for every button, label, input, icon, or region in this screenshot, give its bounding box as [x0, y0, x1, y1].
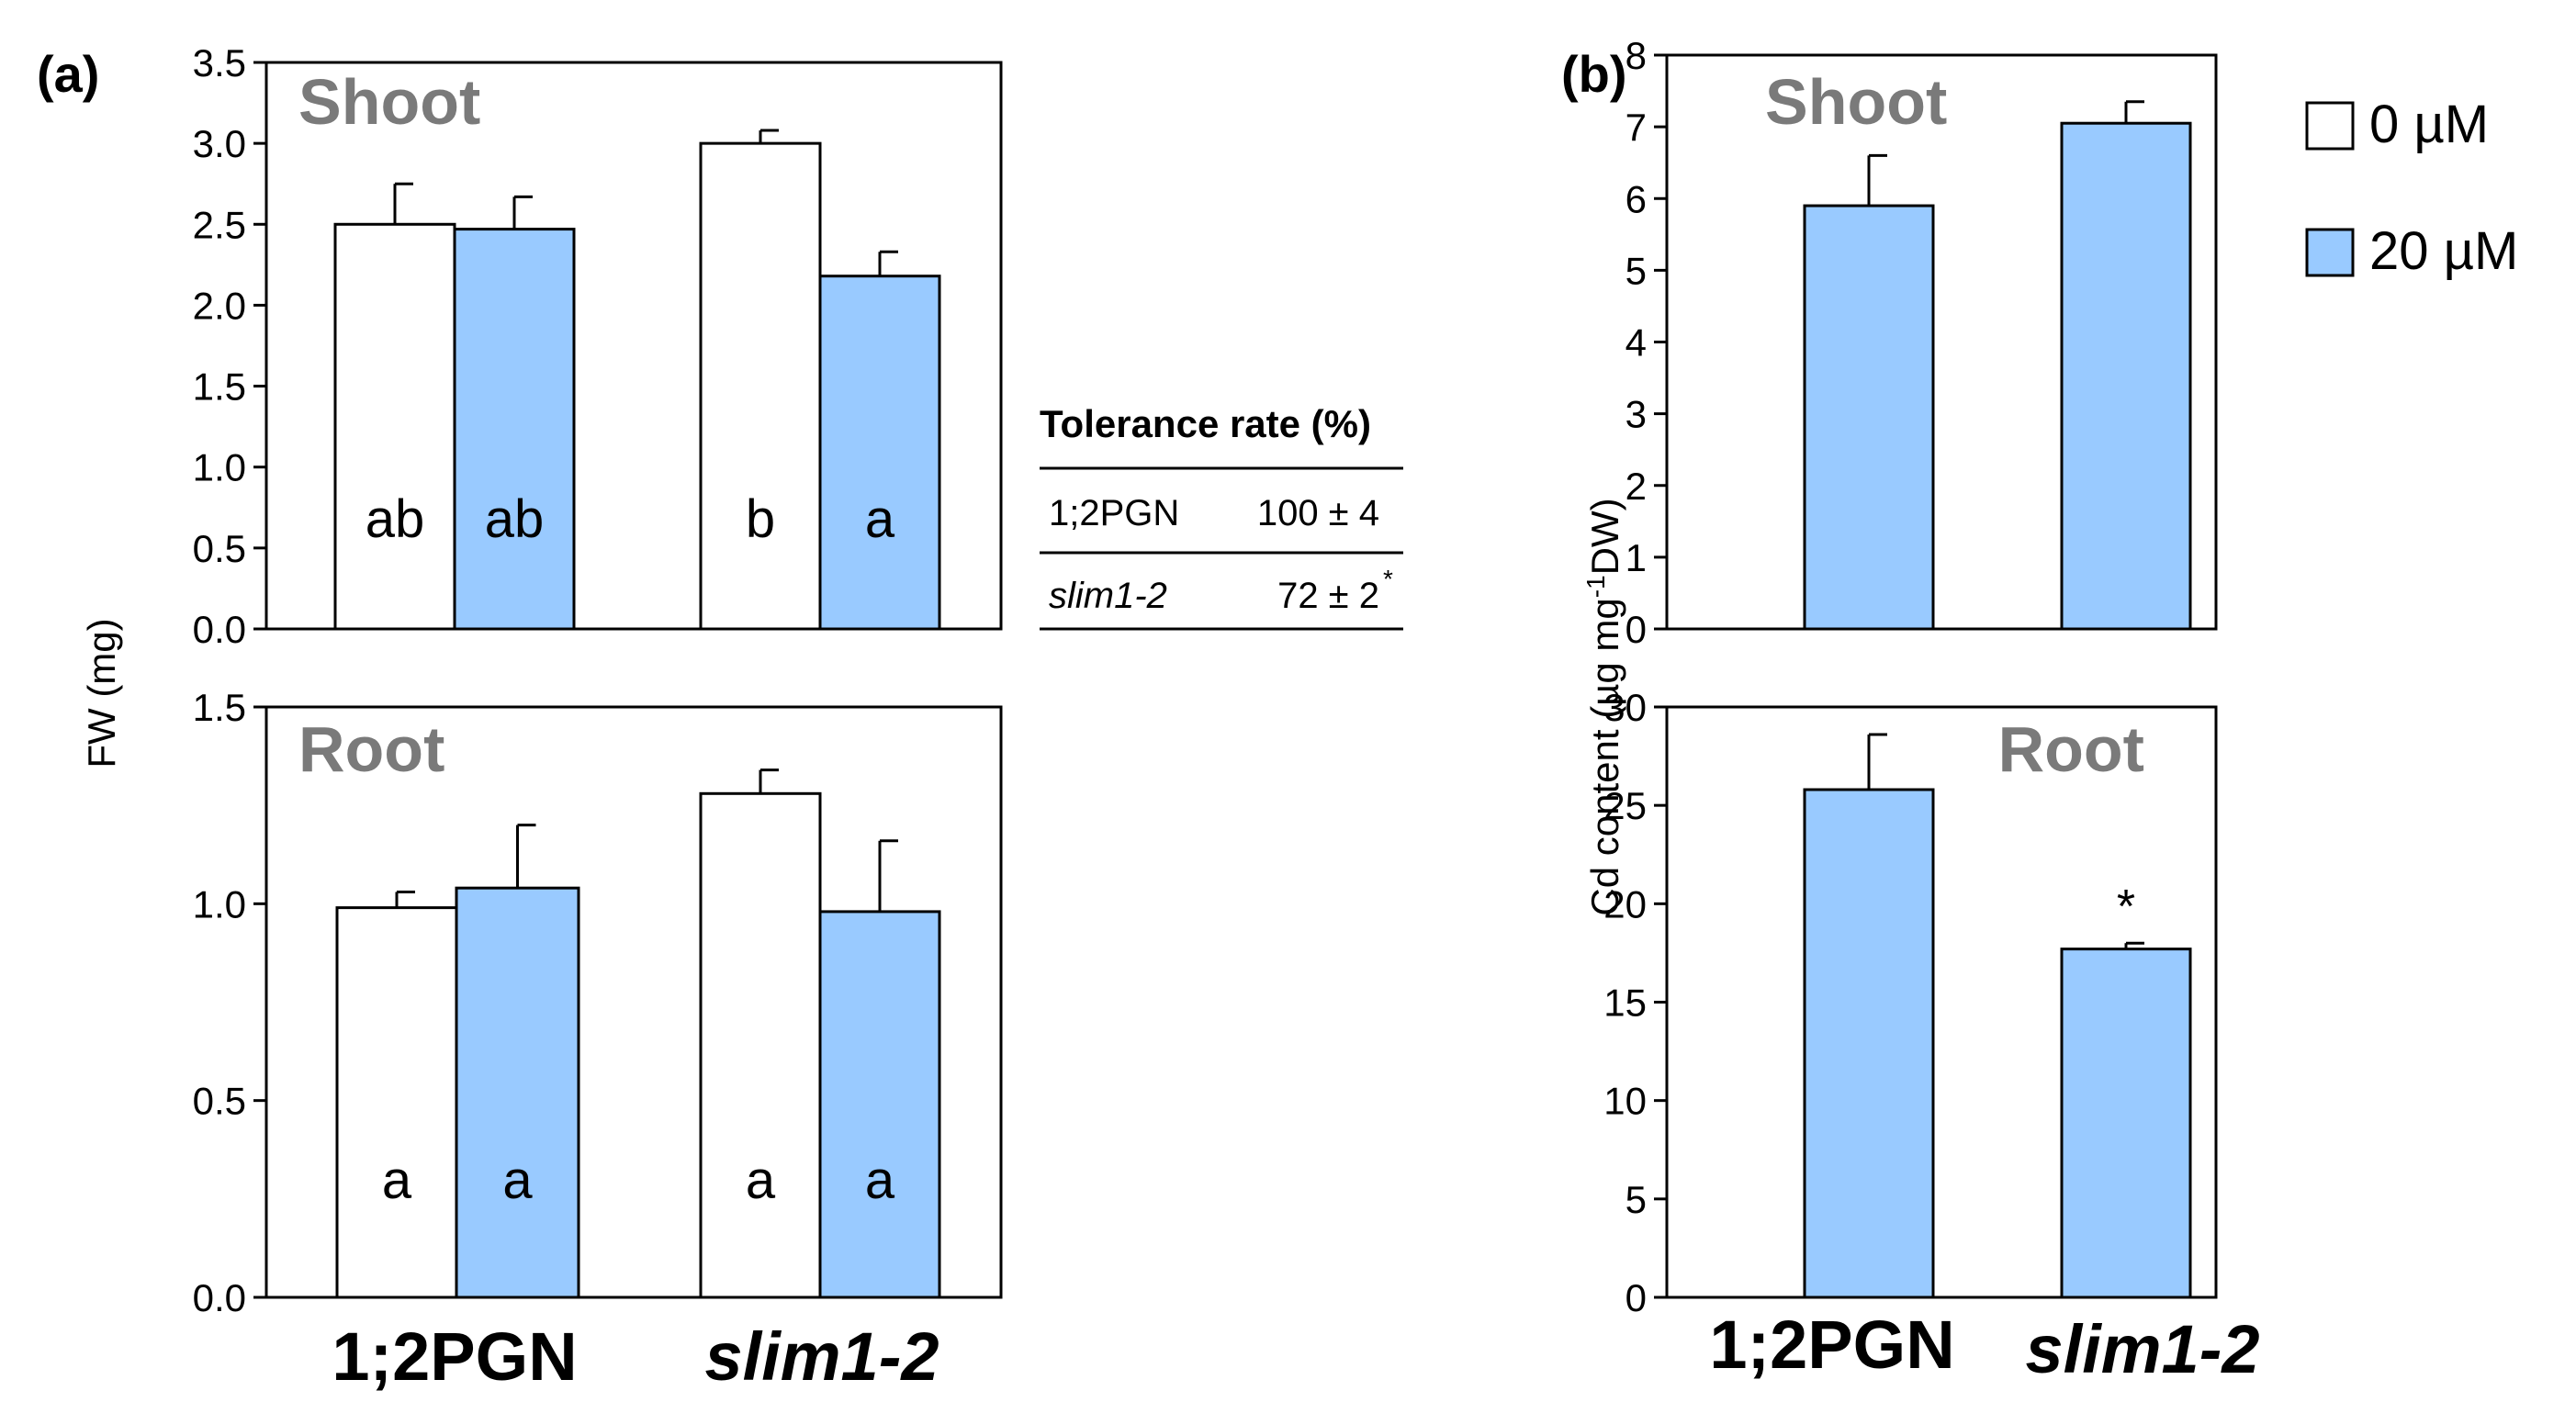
y-axis-label-cd: Cd content (µg mg-1DW): [1581, 498, 1627, 915]
y-tick-label: 1: [1625, 536, 1647, 579]
plot-frame: [264, 61, 1003, 631]
chart-a-shoot: 0.0 0.5 1.0 1.5 2.0 2.5 3.0 3.5 Shoot ab ab b a: [193, 41, 1003, 651]
legend: 0 µM 20 µM: [2305, 95, 2518, 281]
y-tick-label: 0.5: [193, 1080, 246, 1123]
y-tick-label: 0.0: [193, 1276, 246, 1319]
bar-1;2PGN-0µM: [335, 906, 458, 1299]
panel-label-b: (b): [1561, 45, 1627, 103]
y-tick-label: 5: [1625, 1178, 1647, 1221]
y-tick-label: 1.0: [193, 882, 246, 925]
significance-letter: b: [746, 489, 775, 549]
panel-label-a: (a): [37, 45, 99, 103]
significance-letter: a: [865, 489, 895, 549]
y-tick-label: 2: [1625, 465, 1647, 508]
bar-1;2PGN-0µM: [333, 222, 456, 631]
bar-1;2PGN-20µM: [1803, 204, 1935, 631]
significance-letter: ab: [366, 489, 425, 549]
y-tick-label: 4: [1625, 321, 1647, 365]
y-tick-label: 1.5: [193, 365, 246, 409]
plot-title: Root: [298, 713, 444, 785]
table-row-name: 1;2PGN: [1049, 493, 1179, 533]
bar-1;2PGN-20µM: [453, 228, 576, 631]
plot-title: Root: [1998, 713, 2144, 785]
legend-swatch-20uM: [2305, 228, 2355, 277]
table-row-value: 100 ± 4: [1257, 493, 1379, 533]
y-tick-label: 2.0: [193, 284, 246, 327]
y-tick-label: 0.5: [193, 527, 246, 570]
y-tick-label: 30: [1603, 686, 1647, 729]
bar-slim1-2-0µM: [699, 141, 822, 631]
significance-star: *: [2117, 880, 2135, 934]
x-label-a-1;2PGN: 1;2PGN: [332, 1318, 577, 1395]
significance-letter: a: [865, 1150, 895, 1210]
significance-letter: a: [746, 1150, 776, 1210]
plot-frame: [264, 705, 1003, 1299]
table-row-name: slim1-2: [1049, 576, 1167, 616]
chart-b-root: 0 5 10 15 20 25 30 Root *: [1603, 686, 2218, 1319]
y-tick-label: 10: [1603, 1080, 1647, 1123]
plot-title: Shoot: [298, 66, 480, 138]
x-label-a-slim1-2: slim1-2: [704, 1318, 939, 1395]
y-tick-label: 7: [1625, 106, 1647, 149]
y-tick-label: 20: [1603, 882, 1647, 925]
bar-slim1-2-20µM: [818, 275, 941, 631]
x-label-b-1;2PGN: 1;2PGN: [1709, 1307, 1954, 1383]
significance-letter: a: [382, 1150, 412, 1210]
bar-slim1-2-20µM: [2060, 948, 2192, 1299]
y-tick-label: 2.5: [193, 203, 246, 246]
y-tick-label: 0: [1625, 608, 1647, 651]
x-label-b-slim1-2: slim1-2: [2025, 1311, 2259, 1387]
y-tick-label: 1.5: [193, 686, 246, 729]
legend-label-20uM: 20 µM: [2369, 221, 2518, 281]
bar-1;2PGN-20µM: [1803, 788, 1935, 1299]
table-title: Tolerance rate (%): [1040, 402, 1371, 445]
tolerance-table: Tolerance rate (%) 1;2PGN 100 ± 4 slim1-…: [1040, 402, 1403, 631]
y-tick-label: 6: [1625, 177, 1647, 220]
chart-b-shoot: 0 1 2 3 4 5 6 7 8 Shoot: [1625, 34, 2218, 651]
table-row-sup: *: [1383, 565, 1393, 593]
y-tick-label: 3.5: [193, 41, 246, 84]
bar-slim1-2-0µM: [699, 791, 822, 1299]
y-tick-label: 1.0: [193, 446, 246, 489]
y-tick-label: 8: [1625, 34, 1647, 77]
bar-slim1-2-20µM: [818, 910, 941, 1299]
bar-1;2PGN-20µM: [455, 886, 580, 1299]
y-tick-label: 3: [1625, 393, 1647, 436]
significance-letter: ab: [485, 489, 545, 549]
y-axis-label-fw: FW (mg): [80, 618, 123, 768]
y-tick-label: 5: [1625, 249, 1647, 292]
y-tick-label: 25: [1603, 784, 1647, 827]
chart-a-root: 0.0 0.5 1.0 1.5 Root a a a a: [193, 686, 1003, 1319]
bar-slim1-2-20µM: [2060, 121, 2192, 631]
plot-title: Shoot: [1765, 66, 1947, 138]
legend-label-0uM: 0 µM: [2369, 95, 2489, 154]
y-tick-label: 15: [1603, 981, 1647, 1025]
y-tick-label: 3.0: [193, 122, 246, 165]
table-row-value: 72 ± 2: [1277, 576, 1379, 616]
legend-swatch-0uM: [2305, 101, 2355, 151]
y-tick-label: 0: [1625, 1276, 1647, 1319]
significance-letter: a: [502, 1150, 533, 1210]
y-tick-label: 0.0: [193, 608, 246, 651]
